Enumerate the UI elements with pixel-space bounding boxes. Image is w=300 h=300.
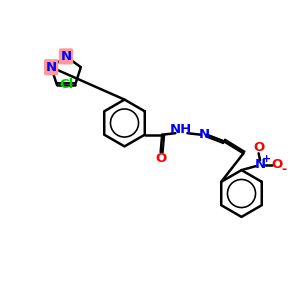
Text: N: N — [46, 61, 57, 74]
Text: N: N — [60, 50, 72, 63]
Text: NH: NH — [169, 123, 192, 136]
Text: O: O — [155, 152, 166, 165]
Text: +: + — [262, 154, 271, 164]
Text: O: O — [272, 158, 283, 171]
Text: Cl: Cl — [60, 77, 74, 91]
Text: -: - — [281, 163, 287, 176]
Text: O: O — [253, 141, 264, 154]
Text: N: N — [254, 158, 266, 171]
Text: N: N — [198, 128, 209, 141]
